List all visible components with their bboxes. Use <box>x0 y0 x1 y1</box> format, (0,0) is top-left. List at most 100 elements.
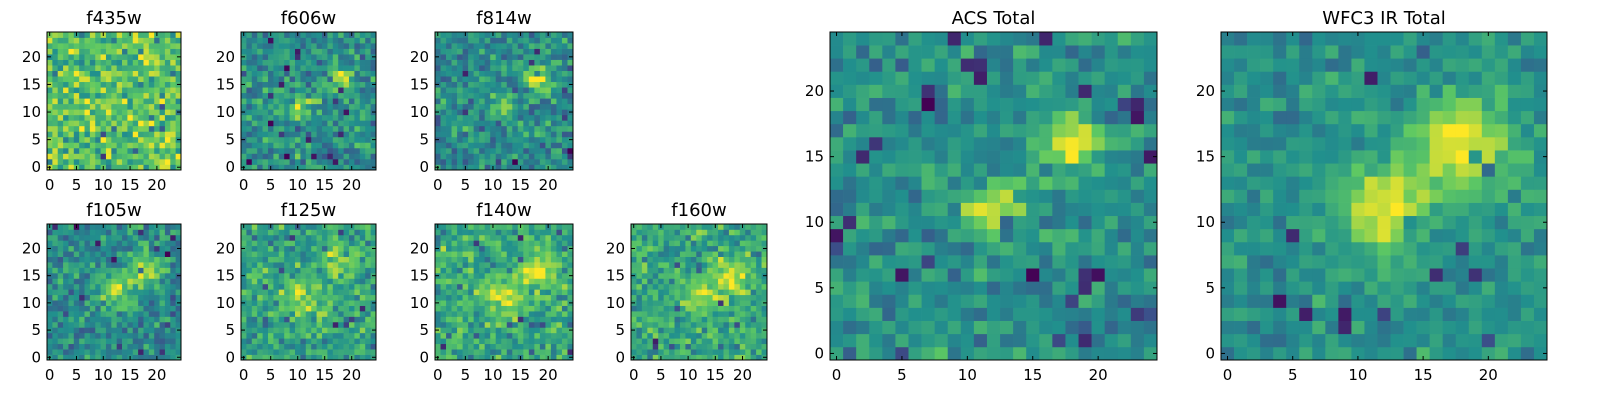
heatmap-cell <box>95 59 101 66</box>
heatmap-cell <box>506 321 513 328</box>
heatmap-cell <box>528 120 535 127</box>
heatmap-cell <box>728 251 735 257</box>
heatmap-cell <box>539 59 546 66</box>
heatmap-cell <box>484 76 491 83</box>
y-tick-label: 20 <box>410 48 429 66</box>
heatmap-cell <box>132 136 139 143</box>
heatmap-cell <box>440 343 447 350</box>
heatmap-cell <box>52 267 59 274</box>
heatmap-cell <box>100 59 107 66</box>
heatmap-cell <box>484 229 491 236</box>
heatmap-cell <box>322 120 328 127</box>
x-tick-label: 5 <box>461 366 471 384</box>
heatmap-cell <box>63 234 69 241</box>
heatmap-cell <box>556 54 563 60</box>
heatmap-cell <box>882 215 896 230</box>
heatmap-cell <box>495 229 502 236</box>
heatmap-cell <box>679 229 686 236</box>
heatmap-cell <box>246 354 253 361</box>
heatmap-cell <box>138 164 144 171</box>
heatmap-cell <box>696 343 703 350</box>
heatmap-cell <box>440 109 447 116</box>
heatmap-cell <box>523 153 530 160</box>
heatmap-cell <box>506 98 513 105</box>
heatmap-cell <box>338 224 344 230</box>
heatmap-cell <box>696 278 703 285</box>
heatmap-cell <box>52 147 59 154</box>
heatmap-cell <box>523 114 530 121</box>
heatmap-cell <box>273 305 280 312</box>
heatmap-cell <box>435 229 441 236</box>
heatmap-cell <box>457 48 463 55</box>
heatmap-cell <box>761 267 768 274</box>
heatmap-cell <box>512 305 519 312</box>
heatmap-cell <box>268 283 274 290</box>
heatmap-cell <box>95 305 101 312</box>
heatmap-cell <box>246 245 253 252</box>
heatmap-cells <box>47 32 182 171</box>
heatmap-cell <box>305 294 312 301</box>
heatmap-cell <box>84 114 91 121</box>
heatmap-cell <box>479 349 486 355</box>
heatmap-cell <box>316 294 323 301</box>
heatmap-cell <box>446 321 452 328</box>
y-tick-label: 5 <box>615 321 625 339</box>
heatmap-cell <box>359 147 366 154</box>
heatmap-cell <box>154 158 160 165</box>
heatmap-cell <box>73 240 80 247</box>
heatmap-cell <box>468 343 474 350</box>
heatmap-cell <box>462 234 469 241</box>
heatmap-cell <box>343 256 350 263</box>
heatmap-cell <box>679 278 686 285</box>
heatmap-cell <box>359 245 366 252</box>
heatmap-cell <box>528 37 535 44</box>
heatmap-cell <box>451 251 458 257</box>
heatmap-cell <box>122 136 128 143</box>
heatmap-cell <box>241 251 247 257</box>
heatmap-cell <box>52 354 59 361</box>
heatmap-cell <box>457 164 463 171</box>
heatmap-cell <box>175 70 182 77</box>
heatmap-cell <box>451 125 458 132</box>
heatmap-cell <box>79 142 85 149</box>
heatmap-cell <box>1078 320 1092 335</box>
heatmap-cell <box>284 164 290 171</box>
heatmap-cell <box>138 229 144 236</box>
heatmap-cell <box>57 262 64 268</box>
heatmap-cell <box>143 321 150 328</box>
heatmap-cell <box>495 109 502 116</box>
heatmap-cell <box>723 256 730 263</box>
heatmap-cell <box>79 321 85 328</box>
heatmap-cell <box>457 294 463 301</box>
heatmap-cell <box>561 87 568 94</box>
heatmap-cell <box>89 267 96 274</box>
heatmap-cell <box>1052 163 1066 177</box>
heatmap-cell <box>1039 333 1053 348</box>
heatmap-cell <box>159 142 166 149</box>
heatmap-cell <box>316 267 323 274</box>
heatmap-cell <box>154 120 160 127</box>
heatmap-cell <box>57 327 64 334</box>
heatmap-cell <box>652 305 659 312</box>
heatmap-cell <box>934 255 949 269</box>
heatmap-cell <box>246 153 253 160</box>
heatmap-cell <box>68 43 75 49</box>
heatmap-cell <box>148 120 155 127</box>
heatmap-cell <box>457 98 463 105</box>
heatmap-cell <box>359 114 366 121</box>
heatmap-cell <box>440 70 447 77</box>
heatmap-cell <box>63 131 69 138</box>
heatmap-cell <box>495 272 502 279</box>
heatmap-cell <box>1130 176 1145 190</box>
heatmap-cell <box>882 150 896 164</box>
heatmap-cell <box>122 240 128 247</box>
heatmap-cell <box>311 59 317 66</box>
heatmap-cell <box>343 65 350 71</box>
heatmap-cell <box>143 278 150 285</box>
heatmap-cell <box>750 294 757 301</box>
heatmap-cell <box>556 272 563 279</box>
heatmap-cell <box>322 54 328 60</box>
heatmap-cell <box>473 59 480 66</box>
heatmap-cell <box>473 229 480 236</box>
heatmap-cell <box>545 321 552 328</box>
